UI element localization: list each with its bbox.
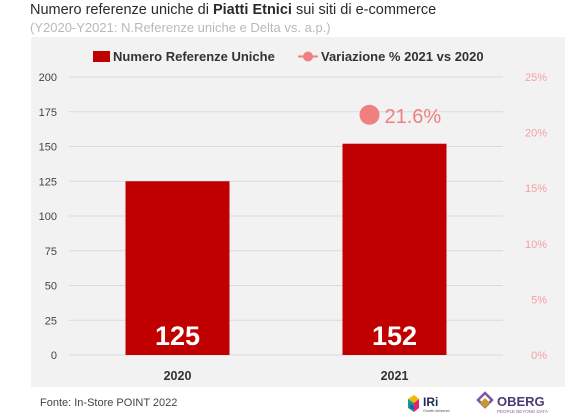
legend-marker-percent [303, 51, 313, 62]
chart-svg: 0 25 50 75 100 125 150 175 200 0% 5% 10% 15% 20% 25% 12… [39, 49, 548, 383]
legend-label-percent: Variazione % 2021 vs 2020 [321, 49, 484, 64]
title-part: sui siti di [291, 2, 356, 18]
title-part-emphasis: Piatti Etnici [212, 2, 292, 18]
y-tick-label: 100 [39, 211, 57, 223]
chart-panel: 0 25 50 75 100 125 150 175 200 0% 5% 10% 15% 20% 25% 12… [31, 37, 565, 387]
percent-data-label: 21.6% [385, 106, 442, 128]
source-note: Fonte: In-Store POINT 2022 [40, 397, 178, 409]
bar [125, 181, 230, 355]
y-tick-label: 175 [39, 107, 57, 119]
chart-subtitle: (Y2020-Y2021: N.Referenze uniche e Delta… [30, 20, 331, 35]
oberg-logo-tagline: PEOPLE BEYOND DATA [497, 409, 548, 414]
y2-tick-label: 5% [531, 294, 547, 306]
bar-data-label: 125 [155, 321, 200, 351]
oberg-logo-text: OBERG [497, 394, 545, 409]
title-part: Numero referenze uniche [30, 2, 194, 18]
percent-marker [359, 104, 380, 125]
y-tick-label: 75 [45, 246, 57, 258]
title-part: e-commerce [355, 2, 437, 18]
iri-logo-text: IRi [423, 395, 438, 409]
y2-tick-label: 20% [525, 128, 547, 140]
y-tick-label: 0 [51, 350, 57, 362]
y-tick-label: 150 [39, 142, 57, 154]
x-tick-label: 2020 [164, 369, 192, 383]
y-tick-label: 50 [45, 281, 57, 293]
bar [342, 143, 447, 355]
y2-tick-label: 25% [525, 72, 547, 84]
title-part: di [193, 2, 213, 18]
iri-logo: IRi Growth delivered. [408, 395, 450, 413]
x-tick-label: 2021 [381, 369, 409, 383]
chart-title: Numero referenze uniche di Piatti Etnici… [30, 2, 436, 18]
legend-swatch-bars [93, 51, 110, 62]
y-tick-label: 25 [45, 315, 57, 327]
y2-tick-label: 0% [531, 350, 547, 362]
y2-tick-label: 10% [525, 239, 547, 251]
y-tick-label: 200 [39, 72, 57, 84]
iri-logo-tagline: Growth delivered. [423, 409, 450, 413]
y2-tick-label: 15% [525, 183, 547, 195]
legend-label-bars: Numero Referenze Uniche [113, 49, 275, 64]
oberg-logo: OBERG PEOPLE BEYOND DATA [476, 391, 548, 414]
y-tick-label: 125 [39, 176, 57, 188]
bar-data-label: 152 [372, 321, 417, 351]
